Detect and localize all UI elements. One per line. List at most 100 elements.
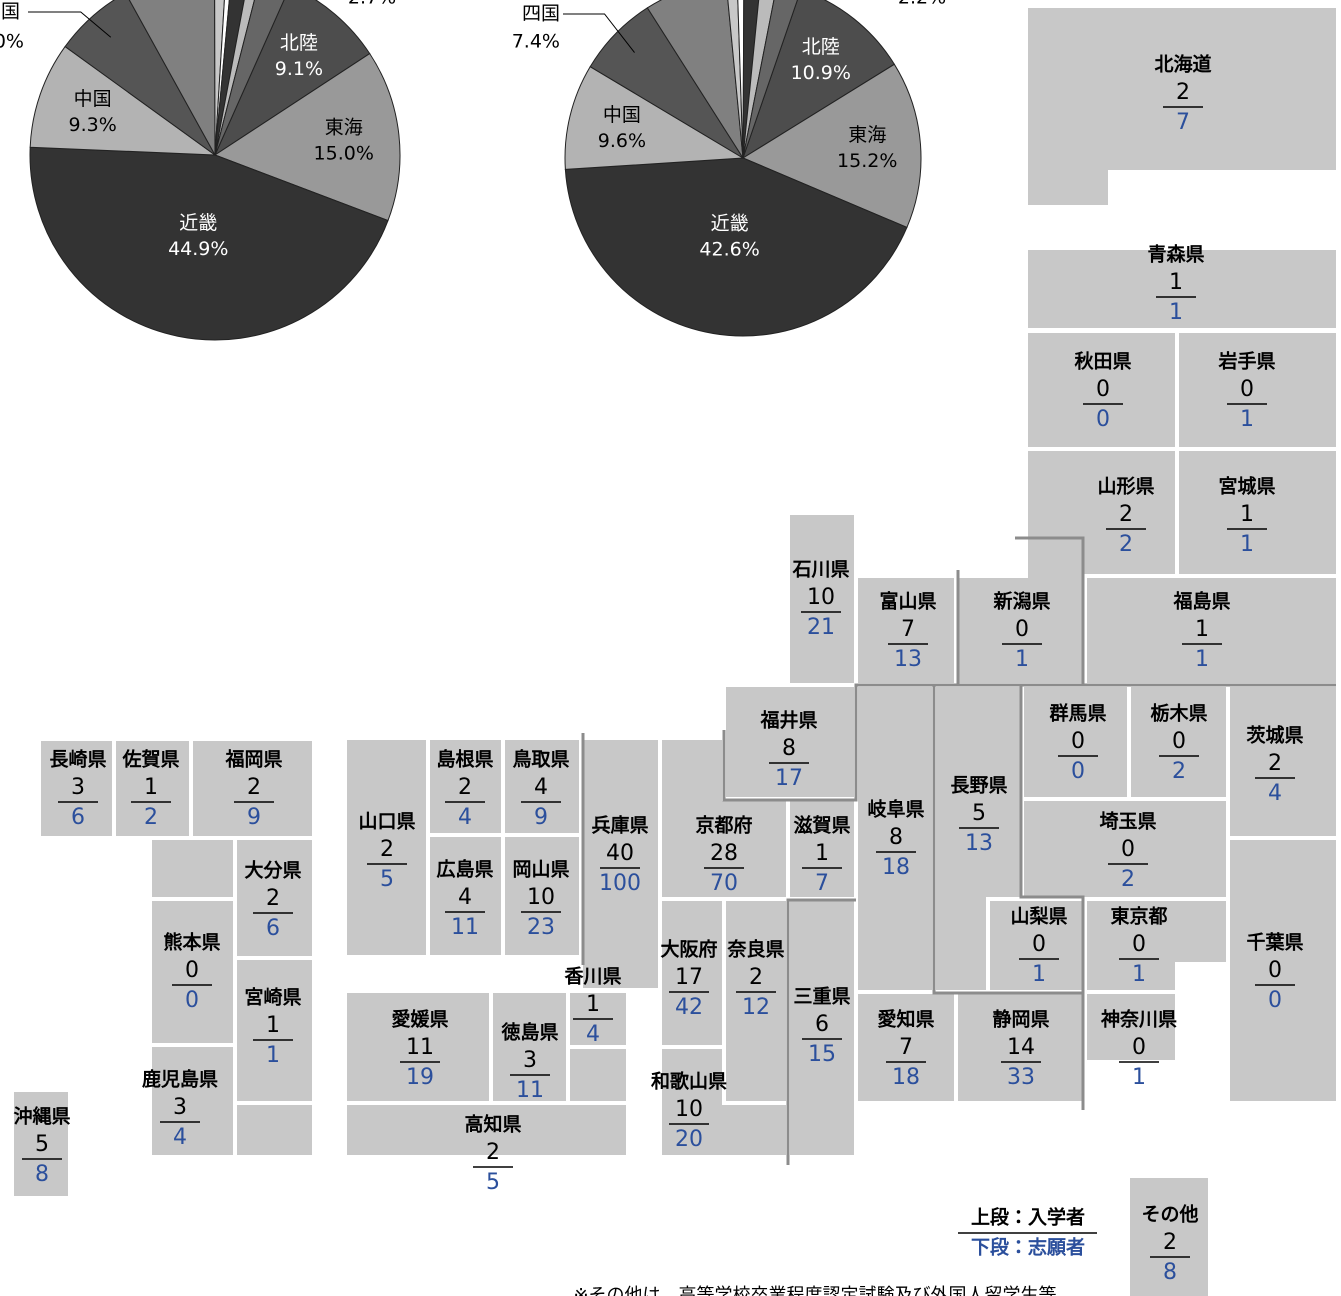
prefecture-tile bbox=[1087, 578, 1336, 683]
applicant-count: 2 bbox=[144, 805, 158, 830]
prefecture-tile bbox=[347, 740, 426, 955]
admitted-count: 2 bbox=[1163, 1230, 1177, 1255]
pie-slice bbox=[564, 65, 745, 170]
prefecture-tile bbox=[347, 1105, 626, 1155]
prefecture-tile bbox=[726, 901, 786, 1101]
legend: 上段：入学者 下段：志願者 bbox=[958, 1206, 1097, 1259]
admitted-count: 1 bbox=[586, 992, 600, 1017]
prefecture-name: 京都府 bbox=[695, 815, 752, 837]
prefecture-name: 岡山県 bbox=[512, 859, 569, 881]
pie-slice bbox=[213, 52, 401, 222]
admitted-count: 2 bbox=[486, 1140, 500, 1165]
slice-name: 四国 bbox=[0, 1, 20, 23]
prefecture-tile bbox=[662, 901, 722, 1045]
admitted-count: 1 bbox=[815, 841, 829, 866]
region-border bbox=[1015, 536, 1085, 685]
pie-slice bbox=[742, 0, 775, 159]
prefecture-tile bbox=[1087, 901, 1226, 990]
tile-shape bbox=[858, 578, 954, 683]
admitted-count: 1 bbox=[1240, 502, 1254, 527]
prefecture-tile bbox=[347, 993, 489, 1101]
slice-name: 近畿 bbox=[179, 212, 217, 234]
admitted-count: 0 bbox=[1132, 1035, 1146, 1060]
admitted-count: 3 bbox=[71, 775, 85, 800]
prefecture-tile bbox=[152, 901, 233, 1043]
tile-shape bbox=[505, 740, 579, 833]
region-borders bbox=[581, 536, 1336, 1165]
prefecture-tile bbox=[41, 741, 112, 836]
admitted-count: 5 bbox=[972, 801, 986, 826]
admitted-count: 0 bbox=[1268, 958, 1282, 983]
applicant-count: 7 bbox=[815, 871, 829, 896]
tile-shape bbox=[430, 837, 501, 955]
applicant-count: 15 bbox=[808, 1042, 836, 1067]
tile-shape bbox=[936, 687, 1020, 897]
prefecture-tile bbox=[990, 901, 1083, 990]
applicant-count: 1 bbox=[1032, 962, 1046, 987]
admitted-count: 0 bbox=[185, 958, 199, 983]
prefecture-name: 千葉県 bbox=[1246, 932, 1303, 954]
prefecture-name: 兵庫県 bbox=[591, 814, 648, 837]
tile-shape bbox=[1179, 333, 1336, 447]
applicant-count: 2 bbox=[1121, 867, 1135, 892]
prefecture-name: 大阪府 bbox=[660, 938, 717, 961]
prefecture-tile bbox=[152, 1047, 312, 1155]
applicant-count: 100 bbox=[599, 871, 641, 896]
prefecture-tile bbox=[1028, 333, 1175, 447]
admitted-count: 10 bbox=[807, 585, 835, 610]
admitted-count: 11 bbox=[406, 1035, 434, 1060]
applicant-count: 0 bbox=[185, 988, 199, 1013]
admitted-count: 3 bbox=[523, 1048, 537, 1073]
tile-shape bbox=[1230, 840, 1336, 1101]
tile-shape bbox=[583, 740, 658, 988]
tile-shape bbox=[430, 740, 501, 833]
tile-shape bbox=[990, 901, 1083, 990]
prefecture-tile bbox=[1130, 1178, 1208, 1296]
prefecture-name: 熊本県 bbox=[163, 931, 220, 954]
slice-name: 中国 bbox=[74, 88, 112, 110]
prefecture-tile bbox=[858, 687, 932, 990]
prefecture-name: 徳島県 bbox=[500, 1021, 558, 1044]
applicant-count: 1 bbox=[1169, 300, 1183, 325]
tile-shape bbox=[237, 960, 312, 1101]
tile-shape bbox=[152, 840, 233, 897]
pie-slice bbox=[64, 0, 216, 156]
prefecture-tile bbox=[958, 540, 1083, 683]
tile-shape bbox=[1087, 901, 1226, 962]
leader-line bbox=[563, 13, 635, 53]
applicant-count: 0 bbox=[1096, 407, 1110, 432]
tile-shape bbox=[790, 515, 854, 683]
applicant-count: 18 bbox=[882, 855, 910, 880]
applicant-count: 5 bbox=[486, 1170, 500, 1195]
admitted-count: 7 bbox=[899, 1035, 913, 1060]
applicant-count: 9 bbox=[534, 805, 548, 830]
applicant-count: 23 bbox=[527, 915, 555, 940]
prefecture-tile bbox=[237, 960, 312, 1101]
prefecture-tile bbox=[430, 740, 501, 833]
pie-slice bbox=[214, 0, 245, 156]
tile-shape bbox=[1028, 250, 1336, 328]
applicant-count: 1 bbox=[1240, 532, 1254, 557]
pie-slice bbox=[742, 0, 798, 159]
prefecture-name: 山形県 bbox=[1097, 476, 1154, 498]
pie-slice bbox=[742, 0, 896, 160]
prefecture-tile bbox=[430, 837, 501, 955]
applicant-count: 4 bbox=[586, 1022, 600, 1047]
slice-value-label: 7.0% bbox=[0, 31, 24, 53]
prefecture-tile bbox=[1087, 994, 1175, 1060]
tile-shape bbox=[858, 687, 932, 990]
tile-shape bbox=[237, 840, 312, 956]
pie-slice bbox=[128, 0, 216, 156]
legend-bottom: 下段：志願者 bbox=[971, 1236, 1085, 1259]
admitted-count: 2 bbox=[247, 775, 261, 800]
admitted-count: 10 bbox=[527, 885, 555, 910]
admitted-count: 1 bbox=[266, 1013, 280, 1038]
tile-shape bbox=[790, 901, 854, 1155]
pie-chart bbox=[29, 0, 401, 341]
applicant-count: 18 bbox=[892, 1065, 920, 1090]
prefecture-name: 長野県 bbox=[950, 775, 1007, 797]
prefecture-name: 群馬県 bbox=[1048, 702, 1106, 725]
prefecture-tile bbox=[790, 801, 854, 897]
prefecture-tile bbox=[237, 840, 312, 956]
